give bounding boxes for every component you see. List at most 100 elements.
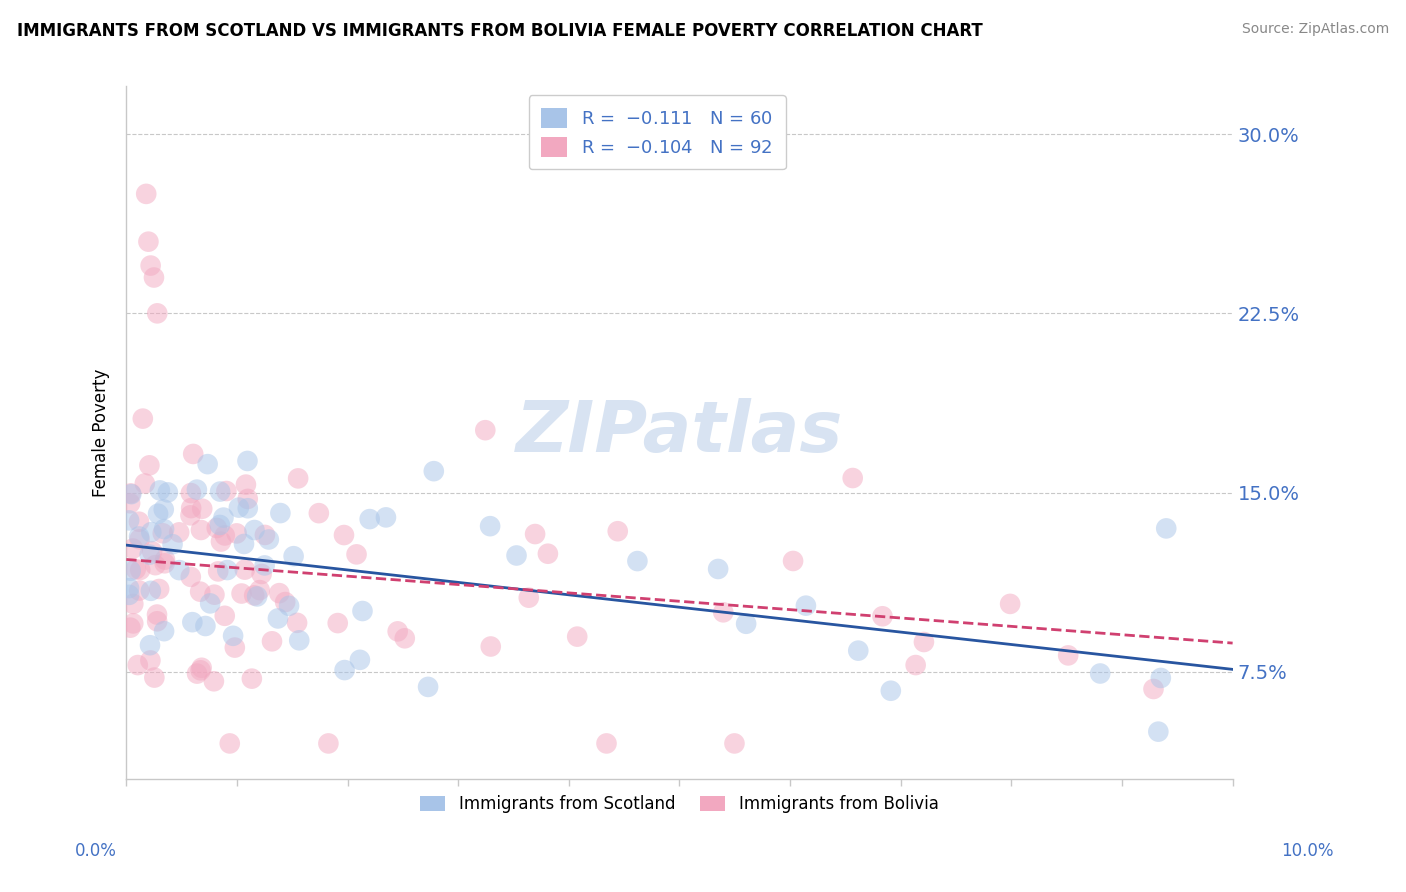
Point bbox=[139, 653, 162, 667]
Point bbox=[128, 529, 150, 543]
Point bbox=[394, 632, 416, 646]
Point bbox=[120, 487, 142, 501]
Point bbox=[1088, 666, 1111, 681]
Point bbox=[707, 562, 730, 576]
Point bbox=[349, 653, 371, 667]
Point bbox=[246, 590, 269, 604]
Point bbox=[162, 537, 184, 551]
Point bbox=[794, 599, 817, 613]
Point bbox=[225, 526, 247, 541]
Point bbox=[517, 591, 540, 605]
Point bbox=[1150, 671, 1173, 685]
Point bbox=[269, 506, 291, 520]
Point bbox=[190, 523, 212, 537]
Point bbox=[215, 483, 238, 498]
Point bbox=[139, 583, 162, 598]
Point bbox=[127, 658, 149, 673]
Point bbox=[505, 549, 527, 563]
Point bbox=[152, 526, 174, 541]
Point bbox=[181, 447, 204, 461]
Point bbox=[138, 548, 160, 562]
Point bbox=[122, 616, 145, 631]
Point bbox=[243, 588, 266, 602]
Point bbox=[129, 563, 152, 577]
Point bbox=[236, 491, 259, 506]
Point bbox=[191, 501, 214, 516]
Point bbox=[474, 423, 496, 437]
Point bbox=[253, 528, 276, 542]
Point bbox=[387, 624, 409, 639]
Point bbox=[224, 640, 246, 655]
Point bbox=[167, 525, 190, 540]
Point bbox=[143, 558, 166, 573]
Point bbox=[326, 616, 349, 631]
Point bbox=[253, 558, 276, 573]
Point bbox=[626, 554, 648, 568]
Point bbox=[149, 483, 172, 498]
Point bbox=[243, 523, 266, 537]
Point bbox=[120, 621, 142, 635]
Point bbox=[180, 570, 202, 584]
Point bbox=[479, 640, 502, 654]
Point bbox=[250, 566, 273, 581]
Point bbox=[567, 630, 589, 644]
Point bbox=[841, 471, 863, 485]
Point bbox=[128, 583, 150, 598]
Point bbox=[214, 608, 236, 623]
Point bbox=[260, 634, 283, 648]
Point bbox=[231, 586, 253, 600]
Point bbox=[782, 554, 804, 568]
Point bbox=[274, 595, 297, 609]
Point bbox=[186, 666, 208, 681]
Point bbox=[146, 507, 169, 521]
Point bbox=[153, 624, 176, 639]
Point bbox=[278, 599, 301, 613]
Point bbox=[711, 605, 734, 619]
Point bbox=[479, 519, 502, 533]
Point bbox=[233, 563, 256, 577]
Point bbox=[233, 537, 256, 551]
Point bbox=[146, 615, 169, 629]
Point bbox=[228, 500, 250, 515]
Point bbox=[141, 525, 163, 540]
Point bbox=[269, 586, 291, 600]
Point bbox=[120, 486, 142, 500]
Point bbox=[134, 476, 156, 491]
Point bbox=[217, 563, 239, 577]
Point bbox=[846, 643, 869, 657]
Point bbox=[153, 552, 176, 566]
Point bbox=[120, 496, 142, 510]
Point bbox=[152, 502, 174, 516]
Point bbox=[180, 486, 202, 500]
Point bbox=[202, 674, 225, 689]
Point bbox=[423, 464, 446, 478]
Point bbox=[139, 259, 162, 273]
Point bbox=[283, 549, 305, 564]
Point bbox=[249, 583, 271, 598]
Point bbox=[146, 607, 169, 622]
Point bbox=[218, 736, 240, 750]
Point bbox=[148, 582, 170, 596]
Point bbox=[181, 615, 204, 629]
Point bbox=[186, 483, 208, 497]
Point bbox=[267, 611, 290, 625]
Point bbox=[141, 544, 163, 558]
Text: 10.0%: 10.0% bbox=[1281, 842, 1334, 860]
Point bbox=[205, 521, 228, 535]
Point bbox=[333, 528, 356, 542]
Point bbox=[416, 680, 439, 694]
Point bbox=[352, 604, 374, 618]
Point bbox=[194, 619, 217, 633]
Point bbox=[912, 635, 935, 649]
Point bbox=[235, 477, 257, 491]
Point bbox=[146, 306, 169, 320]
Point bbox=[872, 609, 894, 624]
Point bbox=[209, 534, 232, 549]
Point bbox=[1147, 724, 1170, 739]
Point bbox=[222, 629, 245, 643]
Point bbox=[212, 510, 235, 524]
Point bbox=[236, 454, 259, 468]
Point bbox=[118, 588, 141, 602]
Point bbox=[169, 563, 191, 577]
Point bbox=[333, 663, 356, 677]
